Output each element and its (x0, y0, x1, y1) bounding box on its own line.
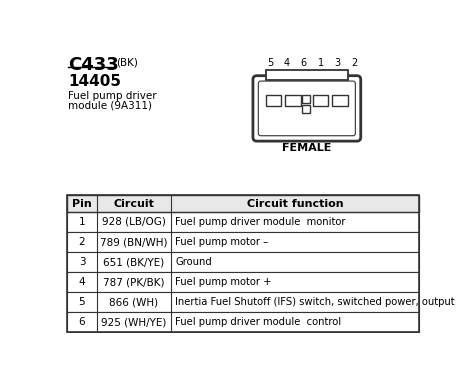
Text: (BK): (BK) (116, 57, 138, 67)
Text: Inertia Fuel Shutoff (IFS) switch, switched power, output: Inertia Fuel Shutoff (IFS) switch, switc… (175, 297, 455, 307)
Text: 5: 5 (267, 58, 273, 68)
Bar (66, 195, 419, 212)
Text: 928 (LB/OG): 928 (LB/OG) (102, 217, 166, 227)
Bar (66, 212, 419, 232)
Text: Fuel pump motor –: Fuel pump motor – (175, 237, 268, 247)
Bar (266, 70, 347, 80)
Text: Fuel pump driver module  control: Fuel pump driver module control (175, 317, 341, 327)
Bar (266, 95, 282, 106)
Text: 2: 2 (79, 237, 85, 247)
Text: 866 (WH): 866 (WH) (109, 297, 158, 307)
Text: Fuel pump motor +: Fuel pump motor + (175, 277, 272, 287)
Bar (66, 272, 419, 292)
Text: Circuit function: Circuit function (246, 199, 343, 208)
Text: 4: 4 (79, 277, 85, 287)
Text: 4: 4 (284, 58, 290, 68)
Text: Circuit: Circuit (114, 199, 155, 208)
Text: 6: 6 (79, 317, 85, 327)
Bar (332, 95, 347, 106)
Bar (66, 312, 419, 332)
Text: 787 (PK/BK): 787 (PK/BK) (103, 277, 165, 287)
Bar (285, 95, 301, 106)
Bar (66, 252, 419, 272)
Text: Ground: Ground (175, 257, 212, 267)
Text: 6: 6 (301, 58, 307, 68)
Bar (302, 95, 310, 102)
Text: 5: 5 (79, 297, 85, 307)
Text: C433: C433 (68, 56, 119, 74)
Text: 3: 3 (335, 58, 341, 68)
FancyBboxPatch shape (253, 76, 361, 141)
Text: 3: 3 (79, 257, 85, 267)
Text: 789 (BN/WH): 789 (BN/WH) (100, 237, 168, 247)
Bar (66, 292, 419, 312)
Text: 1: 1 (318, 58, 324, 68)
Text: 2: 2 (351, 58, 358, 68)
FancyBboxPatch shape (258, 81, 356, 136)
Text: FEMALE: FEMALE (282, 144, 331, 153)
Text: 651 (BK/YE): 651 (BK/YE) (103, 257, 164, 267)
Text: 925 (WH/YE): 925 (WH/YE) (101, 317, 167, 327)
Bar (66, 232, 419, 252)
Text: Fuel pump driver module  monitor: Fuel pump driver module monitor (175, 217, 346, 227)
Bar (302, 105, 310, 113)
Text: Fuel pump driver: Fuel pump driver (68, 91, 157, 101)
Text: Pin: Pin (72, 199, 92, 208)
Text: module (9A311): module (9A311) (68, 100, 152, 110)
Bar (66, 195, 419, 212)
Bar (313, 95, 328, 106)
Text: 1: 1 (79, 217, 85, 227)
Text: 14405: 14405 (68, 74, 121, 89)
Bar (66, 195, 419, 332)
